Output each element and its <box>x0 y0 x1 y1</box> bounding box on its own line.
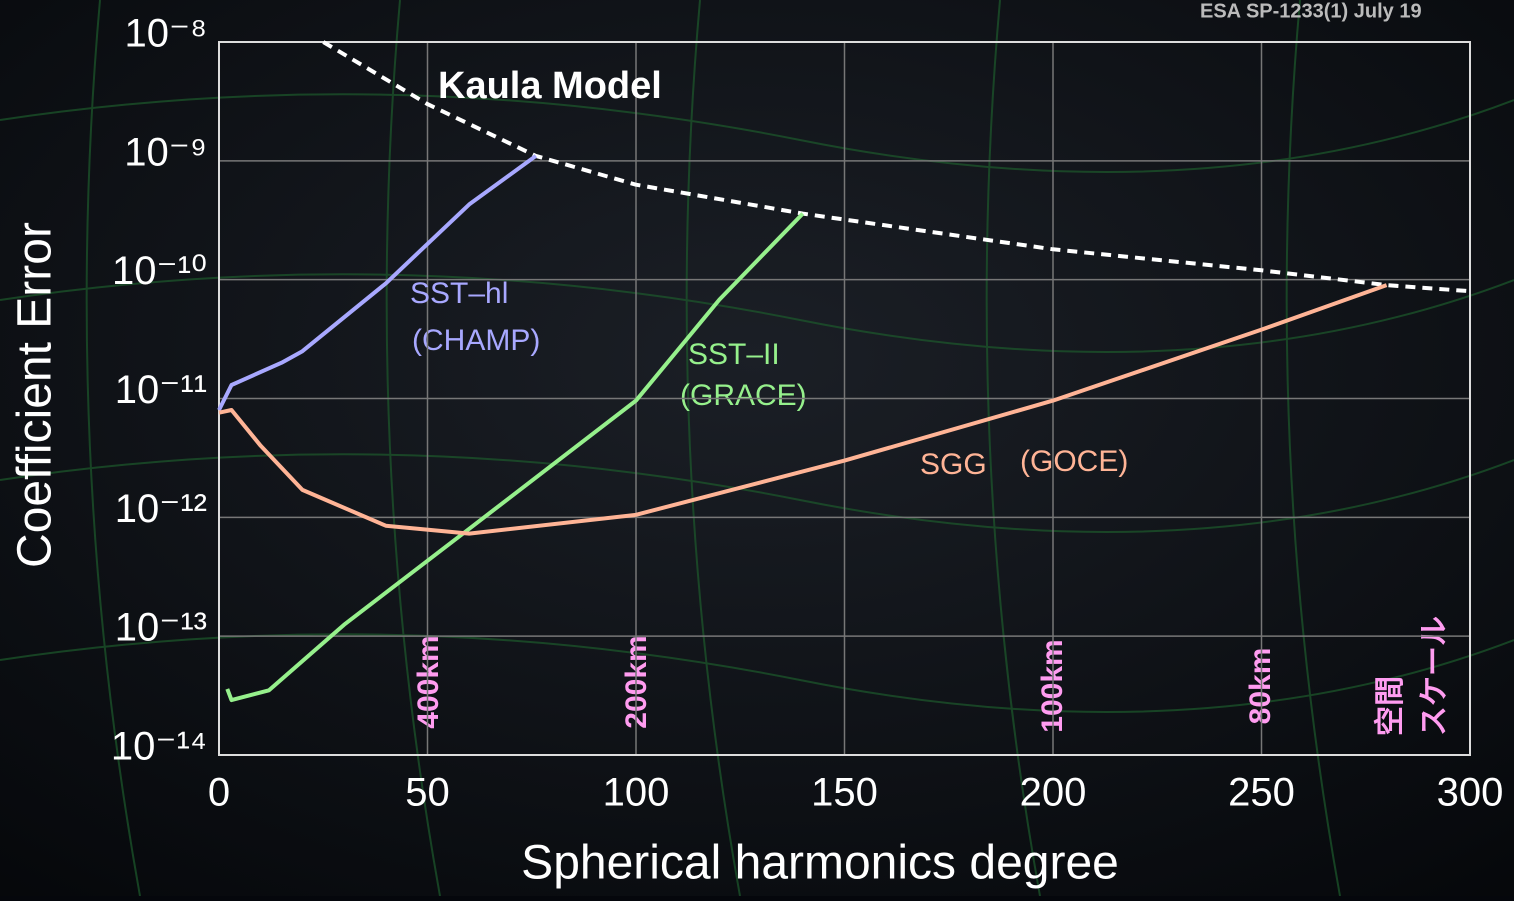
y-tick-label: 10⁻¹⁰ <box>112 249 207 293</box>
x-tick-label: 150 <box>811 771 878 815</box>
x-tick-label: 100 <box>603 771 670 815</box>
y-tick-label: 10⁻⁸ <box>125 12 207 56</box>
x-tick-label: 0 <box>208 771 230 815</box>
annotation: (GRACE) <box>680 379 807 412</box>
series-label: SST–hl <box>410 277 508 310</box>
x-tick-label: 50 <box>405 771 450 815</box>
series-line <box>217 154 538 411</box>
x-tick-label: 250 <box>1228 771 1295 815</box>
y-axis-label: Coefficient Error <box>9 222 62 568</box>
y-tick-label: 10⁻¹³ <box>115 606 207 650</box>
x-axis-label: Spherical harmonics degree <box>521 837 1119 890</box>
series-label: Kaula Model <box>438 65 662 107</box>
series-label: SST–II <box>688 338 780 371</box>
x-tick-label: 200 <box>1020 771 1087 815</box>
series-line <box>218 283 1388 536</box>
source: ESA SP-1233(1) July 19 <box>1200 0 1422 22</box>
series-label: SGG <box>920 448 987 481</box>
scale-label: スケール <box>1418 616 1451 736</box>
y-tick-label: 10⁻¹² <box>115 487 207 531</box>
series-line <box>225 212 805 703</box>
y-tick-label: 10⁻⁹ <box>124 130 207 174</box>
annotation: (CHAMP) <box>412 324 540 357</box>
scale-label: 80km <box>1244 648 1277 725</box>
x-tick-label: 300 <box>1437 771 1504 815</box>
y-tick-label: 10⁻¹⁴ <box>111 725 207 769</box>
scale-label: 空間 <box>1374 676 1407 736</box>
plot-frame <box>218 41 1471 756</box>
annotation: (GOCE) <box>1020 445 1128 478</box>
y-tick-label: 10⁻¹¹ <box>115 368 207 412</box>
scale-label: 400km <box>412 635 445 728</box>
